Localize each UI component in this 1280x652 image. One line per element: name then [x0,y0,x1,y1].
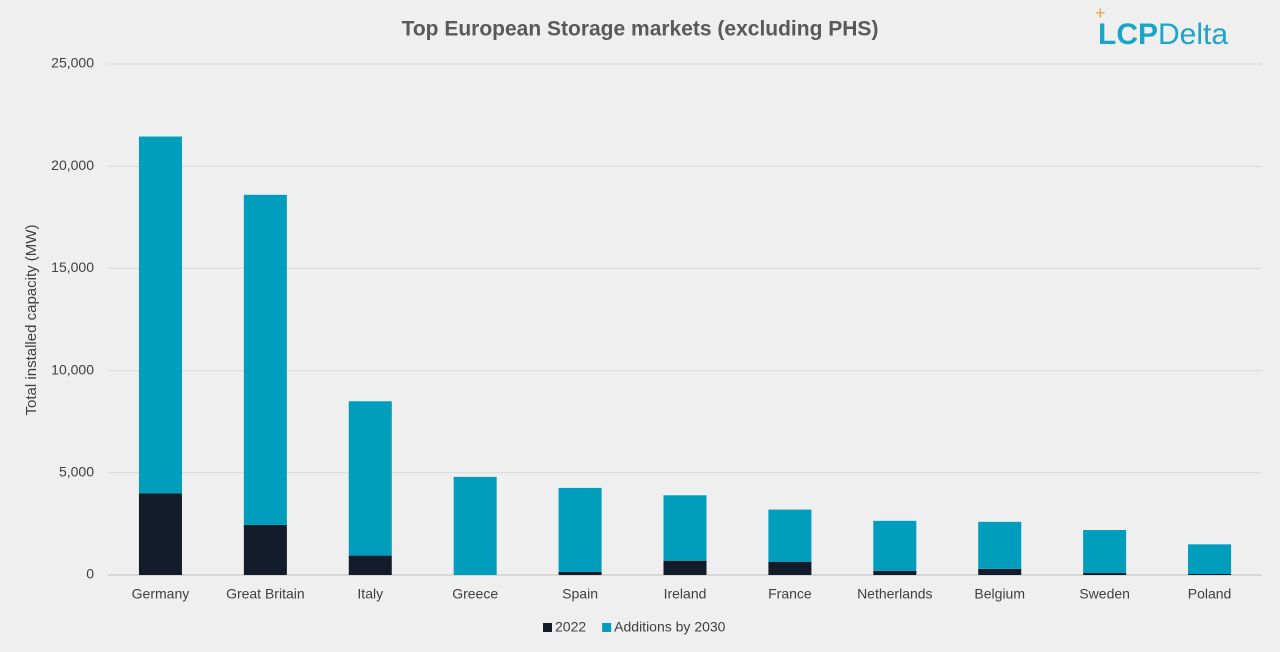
x-tick-label: Belgium [974,586,1025,602]
y-tick-label: 0 [86,566,94,582]
bar-segment [663,495,707,561]
bar-segment [348,555,392,575]
x-tick-label: Poland [1188,586,1232,602]
y-tick-label: 20,000 [51,157,94,173]
logo: LCPDelta [1098,18,1228,51]
y-tick-label: 25,000 [51,55,94,71]
bar-segment [243,194,287,525]
bar-segment [138,493,182,575]
x-tick-label: Sweden [1079,586,1130,602]
y-tick-label: 15,000 [51,259,94,275]
y-tick-label: 5,000 [59,464,94,480]
bar-segment [663,560,707,575]
x-tick-label: Netherlands [857,586,933,602]
logo-bold: LCP [1098,18,1158,51]
y-axis-label: Total installed capacity (MW) [23,225,40,416]
y-tick-label: 10,000 [51,361,94,377]
bar-segment [558,487,602,572]
logo-plus: + [1095,3,1106,23]
x-tick-label: Ireland [664,586,707,602]
x-tick-label: Spain [562,586,598,602]
x-tick-label: Great Britain [226,586,305,602]
bar-segment [1188,544,1232,574]
bar-segment [453,476,497,575]
x-tick-label: France [768,586,812,602]
bar-segment [1083,572,1127,575]
bar-segment [978,568,1022,575]
bar-segment [768,509,812,562]
legend-label: Additions by 2030 [614,619,726,635]
chart-title: Top European Storage markets (excluding … [402,18,879,41]
bar-segment [348,401,392,556]
bar-segment [873,570,917,575]
bar-segment [1083,530,1127,573]
legend-swatch [543,623,552,632]
legend-swatch [602,623,612,632]
bar-segment [978,521,1022,569]
bar-segment [768,561,812,575]
legend-label: 2022 [555,619,586,635]
x-tick-label: Germany [132,586,190,602]
bar-segment [873,520,917,571]
bar-segment [558,571,602,575]
bar-segment [1188,573,1232,575]
x-tick-label: Italy [357,586,383,602]
x-tick-label: Greece [452,586,498,602]
bar-segment [243,524,287,575]
logo-light: Delta [1158,18,1228,51]
bar-segment [138,136,182,494]
